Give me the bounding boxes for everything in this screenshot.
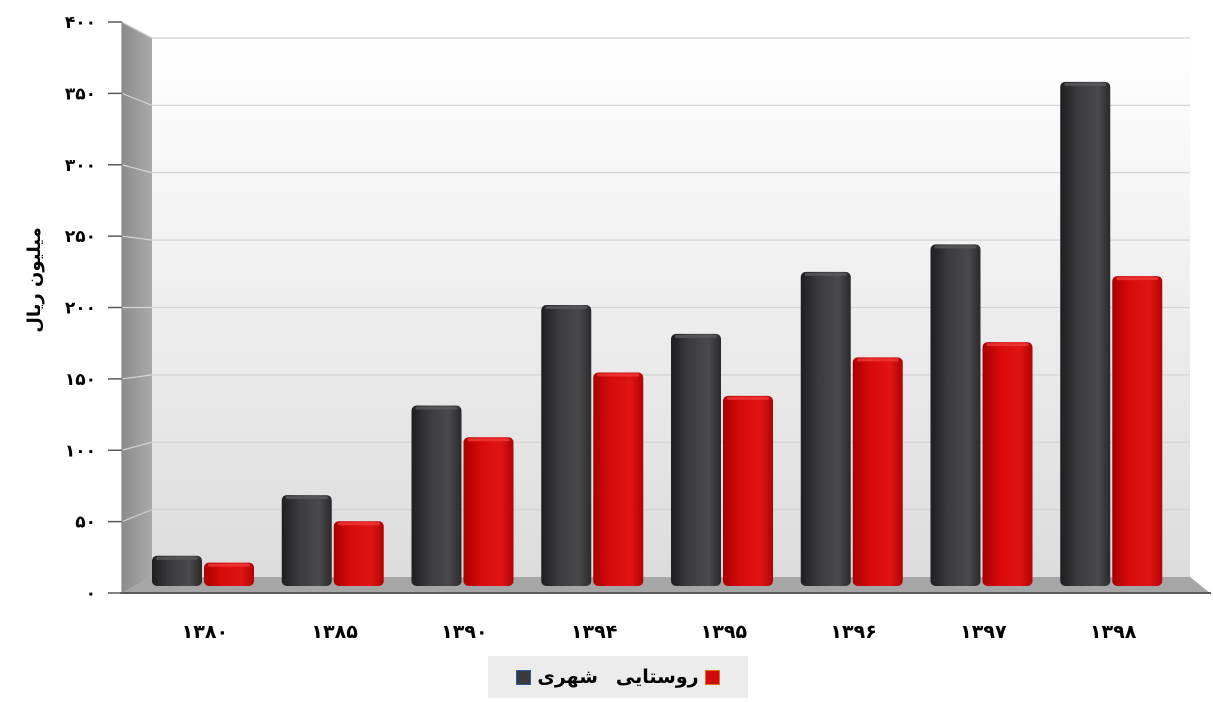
bar-top-highlight xyxy=(597,373,640,377)
bar-top-highlight xyxy=(986,343,1029,347)
bar-urban xyxy=(411,405,462,586)
gridline-side xyxy=(121,441,153,451)
bar-urban xyxy=(152,555,202,586)
legend-label-urban: شهری xyxy=(537,666,598,688)
bar-body xyxy=(281,495,332,586)
bar-rural xyxy=(1112,276,1163,586)
bar-top-highlight xyxy=(337,522,380,526)
x-tick-label: ۱۳۹۴ xyxy=(571,621,617,643)
bar-body xyxy=(671,333,721,586)
bar-top-highlight xyxy=(285,496,328,500)
x-tick-label: ۱۳۹۵ xyxy=(701,621,748,643)
bar-body xyxy=(1060,81,1111,587)
legend: روستایی شهری xyxy=(488,656,748,698)
x-tick-label: ۱۳۹۷ xyxy=(960,621,1007,643)
gridline-side xyxy=(121,21,153,39)
bar-top-highlight xyxy=(467,438,510,442)
gridline-side xyxy=(121,92,153,106)
gridline-side xyxy=(121,164,153,174)
bar-rural xyxy=(593,372,644,586)
bar-body xyxy=(930,244,981,586)
y-axis-ticks: ۰ ۵۰ ۱۰۰ ۱۵۰ ۲۰۰ ۲۵۰ ۳۰۰ ۳۵۰ ۴۰۰ xyxy=(65,13,123,604)
gridline-side xyxy=(121,374,153,380)
legend-label-rural: روستایی xyxy=(615,666,699,688)
x-tick-label: ۱۳۸۵ xyxy=(311,621,358,643)
bar-body xyxy=(463,437,514,586)
legend-swatch-rural xyxy=(704,669,720,685)
x-tick-label: ۱۳۹۶ xyxy=(830,621,876,643)
bar-top-highlight xyxy=(675,334,717,338)
legend-item-rural: روستایی xyxy=(616,666,720,688)
bars xyxy=(152,81,1163,587)
bar-body xyxy=(333,521,384,586)
bar-rural xyxy=(852,357,903,586)
y-axis-label: میلیون ریال xyxy=(24,227,45,333)
y-tick-label: ۱۵۰ xyxy=(65,370,96,390)
x-tick-label: ۱۳۹۸ xyxy=(1090,621,1137,643)
y-tick-label: ۰ xyxy=(86,584,96,604)
bar-body xyxy=(982,342,1033,586)
y-tick-label: ۵۰ xyxy=(75,513,96,533)
bar-body xyxy=(152,555,202,586)
bar-urban xyxy=(800,271,851,586)
bar-body xyxy=(204,562,254,586)
y-tick-label: ۱۰۰ xyxy=(65,441,96,461)
bar-rural xyxy=(982,342,1033,586)
bar-top-highlight xyxy=(856,358,899,362)
y-tick-label: ۳۵۰ xyxy=(65,84,96,104)
bar-rural xyxy=(463,437,514,586)
bar-top-highlight xyxy=(156,556,198,560)
bar-body xyxy=(800,271,851,586)
y-tick-label: ۲۰۰ xyxy=(65,299,96,319)
legend-swatch-urban xyxy=(516,669,532,685)
bar-body xyxy=(411,405,462,586)
gridline-side xyxy=(121,509,153,523)
x-axis-ticks: ۱۳۸۰ ۱۳۸۵ ۱۳۹۰ ۱۳۹۴ ۱۳۹۵ ۱۳۹۶ ۱۳۹۷ ۱۳۹۸ xyxy=(182,621,1137,643)
y-tick-label: ۳۰۰ xyxy=(65,156,96,176)
bar-urban xyxy=(930,244,981,586)
x-tick-label: ۱۳۹۰ xyxy=(441,621,487,643)
bar-top-highlight xyxy=(1116,277,1159,281)
bar-top-highlight xyxy=(804,272,847,276)
bar-body xyxy=(852,357,903,586)
bar-rural xyxy=(723,395,773,586)
bar-rural xyxy=(333,521,384,586)
bar-urban xyxy=(541,304,592,586)
bar-body xyxy=(541,304,592,586)
bar-top-highlight xyxy=(545,305,588,309)
x-tick-label: ۱۳۸۰ xyxy=(182,621,228,643)
bar-urban xyxy=(281,495,332,586)
y-tick-label: ۲۵۰ xyxy=(65,227,96,247)
bar-urban xyxy=(1060,81,1111,587)
gridline-side xyxy=(121,235,153,241)
bar-top-highlight xyxy=(1064,82,1107,86)
y-tick-label: ۴۰۰ xyxy=(65,13,96,33)
bar-top-highlight xyxy=(934,245,977,249)
legend-item-urban: شهری xyxy=(516,666,598,688)
bar-top-highlight xyxy=(208,563,250,567)
bar-body xyxy=(723,395,773,586)
bar-top-highlight xyxy=(727,396,769,400)
bar-body xyxy=(1112,276,1163,586)
bar-urban xyxy=(671,333,721,586)
bar-rural xyxy=(204,562,254,586)
bar-body xyxy=(593,372,644,586)
bar-top-highlight xyxy=(415,406,458,410)
